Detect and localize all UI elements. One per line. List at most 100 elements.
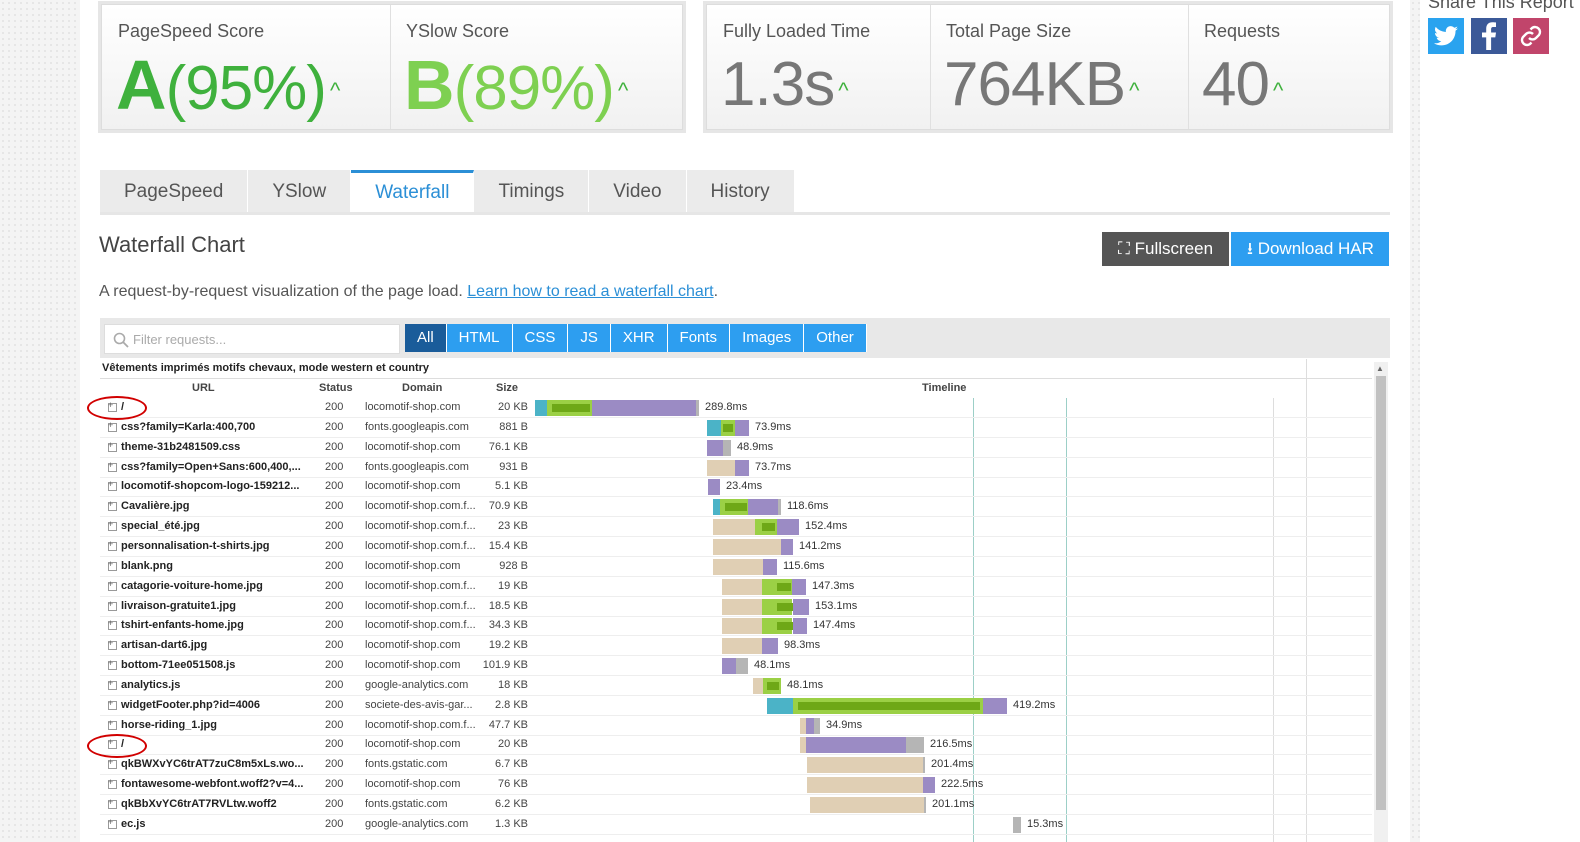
table-row[interactable]: ec.js 200 google-analytics.com 1.3 KB 15.3ms	[100, 815, 1372, 835]
table-row[interactable]: / 200 locomotif-shop.com 20 KB 289.8ms	[100, 398, 1372, 418]
table-row[interactable]: artisan-dart6.jpg 200 locomotif-shop.com 19…	[100, 636, 1372, 657]
timeline-segment	[736, 658, 748, 675]
share-title: Share This Report	[1428, 0, 1574, 12]
table-row[interactable]: horse-riding_1.jpg 200 locomotif-shop.com.…	[100, 716, 1372, 736]
tab-video[interactable]: Video	[589, 170, 687, 213]
fullscreen-button[interactable]: ⛶ Fullscreen	[1102, 232, 1230, 266]
timeline-segment	[735, 419, 749, 436]
table-row[interactable]: analytics.js 200 google-analytics.com 18 KB…	[100, 676, 1372, 696]
table-row[interactable]: locomotif-shopcom-logo-159212... 200 locom…	[100, 477, 1372, 498]
total-size-label: Total Page Size	[946, 21, 1072, 41]
fully-loaded-value: 1.3s	[721, 50, 835, 119]
table-row[interactable]: blank.png 200 locomotif-shop.com 928 B 115.6…	[100, 557, 1372, 577]
row-domain: locomotif-shop.com.f...	[365, 619, 476, 632]
expand-row-icon[interactable]	[108, 420, 117, 432]
timeline-end-divider	[1306, 359, 1307, 842]
expand-row-icon[interactable]	[108, 638, 117, 651]
row-domain: locomotif-shop.com	[365, 559, 461, 572]
report-tabs: PageSpeed YSlow Waterfall Timings Video …	[100, 170, 795, 216]
column-header-url: URL	[192, 382, 215, 394]
timeline-bar	[100, 577, 1372, 596]
expand-row-icon[interactable]	[108, 797, 117, 809]
filter-html[interactable]: HTML	[446, 324, 513, 352]
table-row[interactable]: theme-31b2481509.css 200 locomotif-shop.co…	[100, 438, 1372, 458]
filter-css[interactable]: CSS	[512, 324, 569, 352]
copy-link-button[interactable]	[1513, 18, 1549, 54]
filter-all[interactable]: All	[405, 324, 447, 352]
scrollbar-thumb[interactable]	[1376, 376, 1386, 810]
timeline-segment	[713, 499, 720, 516]
table-row[interactable]: widgetFooter.php?id=4006 200 societe-des-a…	[100, 696, 1372, 716]
timeline-segment	[906, 737, 924, 754]
filter-js[interactable]: JS	[568, 324, 611, 352]
waterfall-help-link[interactable]: Learn how to read a waterfall chart	[467, 283, 714, 300]
expand-row-icon[interactable]	[108, 618, 117, 631]
timeline-segment	[713, 538, 781, 555]
table-row[interactable]: qkBbXvYC6trAT7RVLtw.woff2 200 fonts.gstati…	[100, 795, 1372, 815]
row-status: 200	[325, 440, 344, 453]
expand-row-icon[interactable]	[108, 718, 117, 730]
expand-row-icon[interactable]	[108, 757, 117, 770]
table-row[interactable]: fontawesome-webfont.woff2?v=4... 200 locom…	[100, 775, 1372, 796]
table-row[interactable]: catagorie-voiture-home.jpg 200 locomotif-s…	[100, 577, 1372, 597]
timeline-segment	[713, 558, 763, 575]
row-status: 200	[325, 758, 344, 771]
expand-row-icon[interactable]	[108, 579, 117, 591]
twitter-icon	[1434, 26, 1458, 46]
expand-row-icon[interactable]	[108, 559, 117, 571]
filter-images[interactable]: Images	[730, 324, 805, 352]
table-row[interactable]: tshirt-enfants-home.jpg 200 locomotif-shop…	[100, 616, 1372, 637]
table-row[interactable]: livraison-gratuite1.jpg 200 locomotif-shop…	[100, 597, 1372, 617]
expand-row-icon[interactable]	[108, 440, 117, 452]
facebook-share-button[interactable]	[1471, 18, 1507, 54]
timeline-bar	[100, 517, 1372, 536]
table-row[interactable]: Cavalière.jpg 200 locomotif-shop.com.f... 7…	[100, 497, 1372, 518]
expand-row-icon[interactable]	[108, 499, 117, 512]
table-row[interactable]: qkBWXvYC6trAT7zuC8m5xLs.wo... 200 fonts.gs…	[100, 755, 1372, 776]
fully-loaded-label: Fully Loaded Time	[723, 21, 871, 41]
row-duration: 222.5ms	[941, 778, 984, 791]
row-duration: 152.4ms	[805, 520, 848, 533]
scroll-up-icon[interactable]: ▲	[1376, 364, 1384, 373]
tab-history[interactable]: History	[686, 170, 795, 213]
expand-row-icon[interactable]	[108, 678, 117, 690]
row-domain: locomotif-shop.com	[365, 738, 461, 751]
annotation-circle	[87, 734, 147, 758]
row-status: 200	[325, 599, 344, 612]
expand-row-icon[interactable]	[108, 658, 117, 671]
expand-row-icon[interactable]	[108, 599, 117, 611]
filter-xhr[interactable]: XHR	[610, 324, 668, 352]
row-duration: 419.2ms	[1013, 698, 1056, 711]
tabs-divider	[100, 212, 1390, 215]
tab-timings[interactable]: Timings	[474, 170, 590, 213]
tab-waterfall[interactable]: Waterfall	[351, 170, 475, 216]
expand-row-icon[interactable]	[108, 777, 117, 790]
expand-row-icon[interactable]	[108, 539, 117, 551]
row-url: personnalisation-t-shirts.jpg	[121, 539, 270, 552]
table-row[interactable]: personnalisation-t-shirts.jpg 200 locomoti…	[100, 537, 1372, 557]
timeline-bar	[100, 477, 1372, 496]
expand-row-icon[interactable]	[108, 698, 117, 710]
filter-other[interactable]: Other	[804, 324, 867, 352]
timeline-bar	[100, 815, 1372, 834]
download-har-button[interactable]: ⭳ Download HAR	[1231, 232, 1389, 266]
filter-fonts[interactable]: Fonts	[667, 324, 731, 352]
table-row[interactable]: css?family=Open+Sans:600,400,... 200 fonts…	[100, 458, 1372, 478]
timeline-segment	[707, 439, 723, 456]
row-duration: 201.1ms	[932, 798, 975, 810]
description-tail: .	[713, 283, 719, 300]
expand-row-icon[interactable]	[108, 479, 117, 492]
expand-row-icon[interactable]	[108, 460, 117, 472]
expand-row-icon[interactable]	[108, 519, 117, 532]
table-row[interactable]: / 200 locomotif-shop.com 20 KB 216.5ms	[100, 735, 1372, 756]
tab-pagespeed[interactable]: PageSpeed	[100, 170, 249, 213]
filter-requests-input[interactable]: Filter requests...	[104, 324, 400, 354]
table-row[interactable]: special_été.jpg 200 locomotif-shop.com.f..…	[100, 517, 1372, 538]
row-status: 200	[325, 778, 344, 791]
table-row[interactable]: bottom-71ee051508.js 200 locomotif-shop.co…	[100, 656, 1372, 677]
expand-row-icon[interactable]	[108, 817, 117, 829]
twitter-share-button[interactable]	[1428, 18, 1464, 54]
fullscreen-label: Fullscreen	[1134, 239, 1214, 258]
table-row[interactable]: css?family=Karla:400,700 200 fonts.googlea…	[100, 418, 1372, 438]
tab-yslow[interactable]: YSlow	[248, 170, 352, 213]
